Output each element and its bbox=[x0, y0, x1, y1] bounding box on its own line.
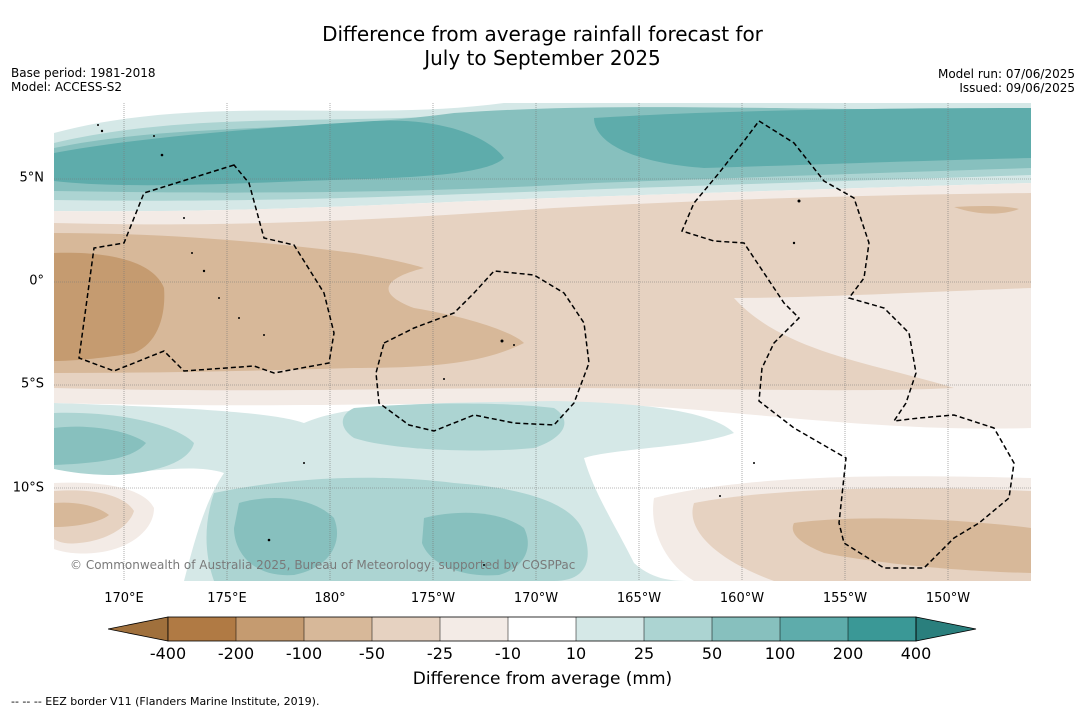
model-run-label: Model run: 07/06/2025 bbox=[937, 67, 1075, 81]
title-line-2: July to September 2025 bbox=[424, 46, 661, 70]
south-east-dry-50 bbox=[792, 518, 1031, 573]
eez-borders bbox=[78, 119, 1015, 569]
eez-footnote: -- -- -- EEZ border V11 (Flanders Marine… bbox=[11, 695, 320, 708]
colorbar-tick: -50 bbox=[358, 644, 386, 663]
lon-label-180: 180° bbox=[314, 591, 346, 606]
lon-label-165w: 165°W bbox=[616, 591, 662, 606]
colorbar-bin-3 bbox=[304, 617, 372, 641]
colorbar-bin-8 bbox=[644, 617, 712, 641]
colorbar-bin-5 bbox=[440, 617, 508, 641]
lat-label-10s: 10°S bbox=[12, 480, 44, 496]
colorbar-tick: 25 bbox=[633, 644, 655, 663]
colorbar-tick: 100 bbox=[764, 644, 796, 663]
map-credit: © Commonwealth of Australia 2025, Bureau… bbox=[70, 558, 576, 572]
colorbar-bin-1 bbox=[168, 617, 236, 641]
colorbar-bin-2 bbox=[236, 617, 304, 641]
south-wet-50-south-b bbox=[422, 512, 528, 576]
meta-right: Model run: 07/06/2025 Issued: 09/06/2025 bbox=[938, 67, 1075, 95]
south-wet-50-west bbox=[54, 426, 146, 465]
equatorial-dry-50 bbox=[54, 233, 524, 373]
colorbar-tick: -200 bbox=[217, 644, 255, 663]
lon-label-155w: 155°W bbox=[822, 591, 868, 606]
lat-label-5n: 5°N bbox=[19, 170, 45, 186]
north-wet-band-100-east bbox=[594, 108, 1031, 168]
colorbar-tick: 50 bbox=[701, 644, 723, 663]
eez-phoenix-islands bbox=[375, 270, 590, 432]
colorbar-label: Difference from average (mm) bbox=[412, 669, 673, 689]
south-wet-25-central bbox=[342, 403, 565, 451]
south-west-dry-50 bbox=[54, 502, 109, 527]
colorbar-min-extension bbox=[108, 616, 169, 642]
lon-label-160w: 160°W bbox=[719, 591, 765, 606]
issued-label: Issued: 09/06/2025 bbox=[959, 81, 1075, 95]
colorbar-frame bbox=[167, 616, 917, 642]
lon-label-150w: 150°W bbox=[925, 591, 971, 606]
graticule bbox=[54, 103, 1031, 581]
colorbar-bin-10 bbox=[780, 617, 848, 641]
eez-tuvalu-kiribati-west bbox=[78, 164, 335, 374]
colorbar-max-extension bbox=[915, 616, 977, 642]
lon-label-170e: 170°E bbox=[104, 591, 144, 606]
title-line-1: Difference from average rainfall forecas… bbox=[322, 22, 763, 46]
colorbar-bin-9 bbox=[712, 617, 780, 641]
colorbar-tick: -25 bbox=[426, 644, 454, 663]
lat-label-0: 0° bbox=[29, 273, 44, 289]
colorbar-tick: 400 bbox=[900, 644, 932, 663]
colorbar-tick: -10 bbox=[494, 644, 522, 663]
lat-label-5s: 5°S bbox=[20, 376, 44, 392]
colorbar-bin-11 bbox=[848, 617, 916, 641]
colorbar-tick: -400 bbox=[149, 644, 187, 663]
colorbar bbox=[108, 616, 977, 642]
lon-label-170w: 170°W bbox=[513, 591, 559, 606]
colorbar-tick: -100 bbox=[285, 644, 323, 663]
colorbar-bin-4 bbox=[372, 617, 440, 641]
colorbar-bin-7 bbox=[576, 617, 644, 641]
south-wet-50-south-a bbox=[234, 498, 338, 576]
lon-label-175w: 175°W bbox=[410, 591, 456, 606]
base-period-label: Base period: 1981-2018 bbox=[11, 66, 156, 80]
colorbar-tick: 200 bbox=[832, 644, 864, 663]
colorbar-dividers bbox=[235, 617, 849, 641]
colorbar-bin-6 bbox=[508, 617, 576, 641]
eez-line-islands bbox=[680, 119, 1015, 569]
map-title: Difference from average rainfall forecas… bbox=[0, 22, 1085, 70]
islands bbox=[97, 124, 801, 566]
model-label: Model: ACCESS-S2 bbox=[11, 80, 123, 94]
northeast-dry-patch bbox=[954, 205, 1019, 214]
rainfall-anomaly-map bbox=[54, 103, 1031, 581]
north-wet-band-100-west bbox=[54, 120, 504, 186]
lon-label-175e: 175°E bbox=[207, 591, 247, 606]
meta-left: Base period: 1981-2018 Model: ACCESS-S2 bbox=[11, 66, 156, 94]
colorbar-tick: 10 bbox=[565, 644, 587, 663]
